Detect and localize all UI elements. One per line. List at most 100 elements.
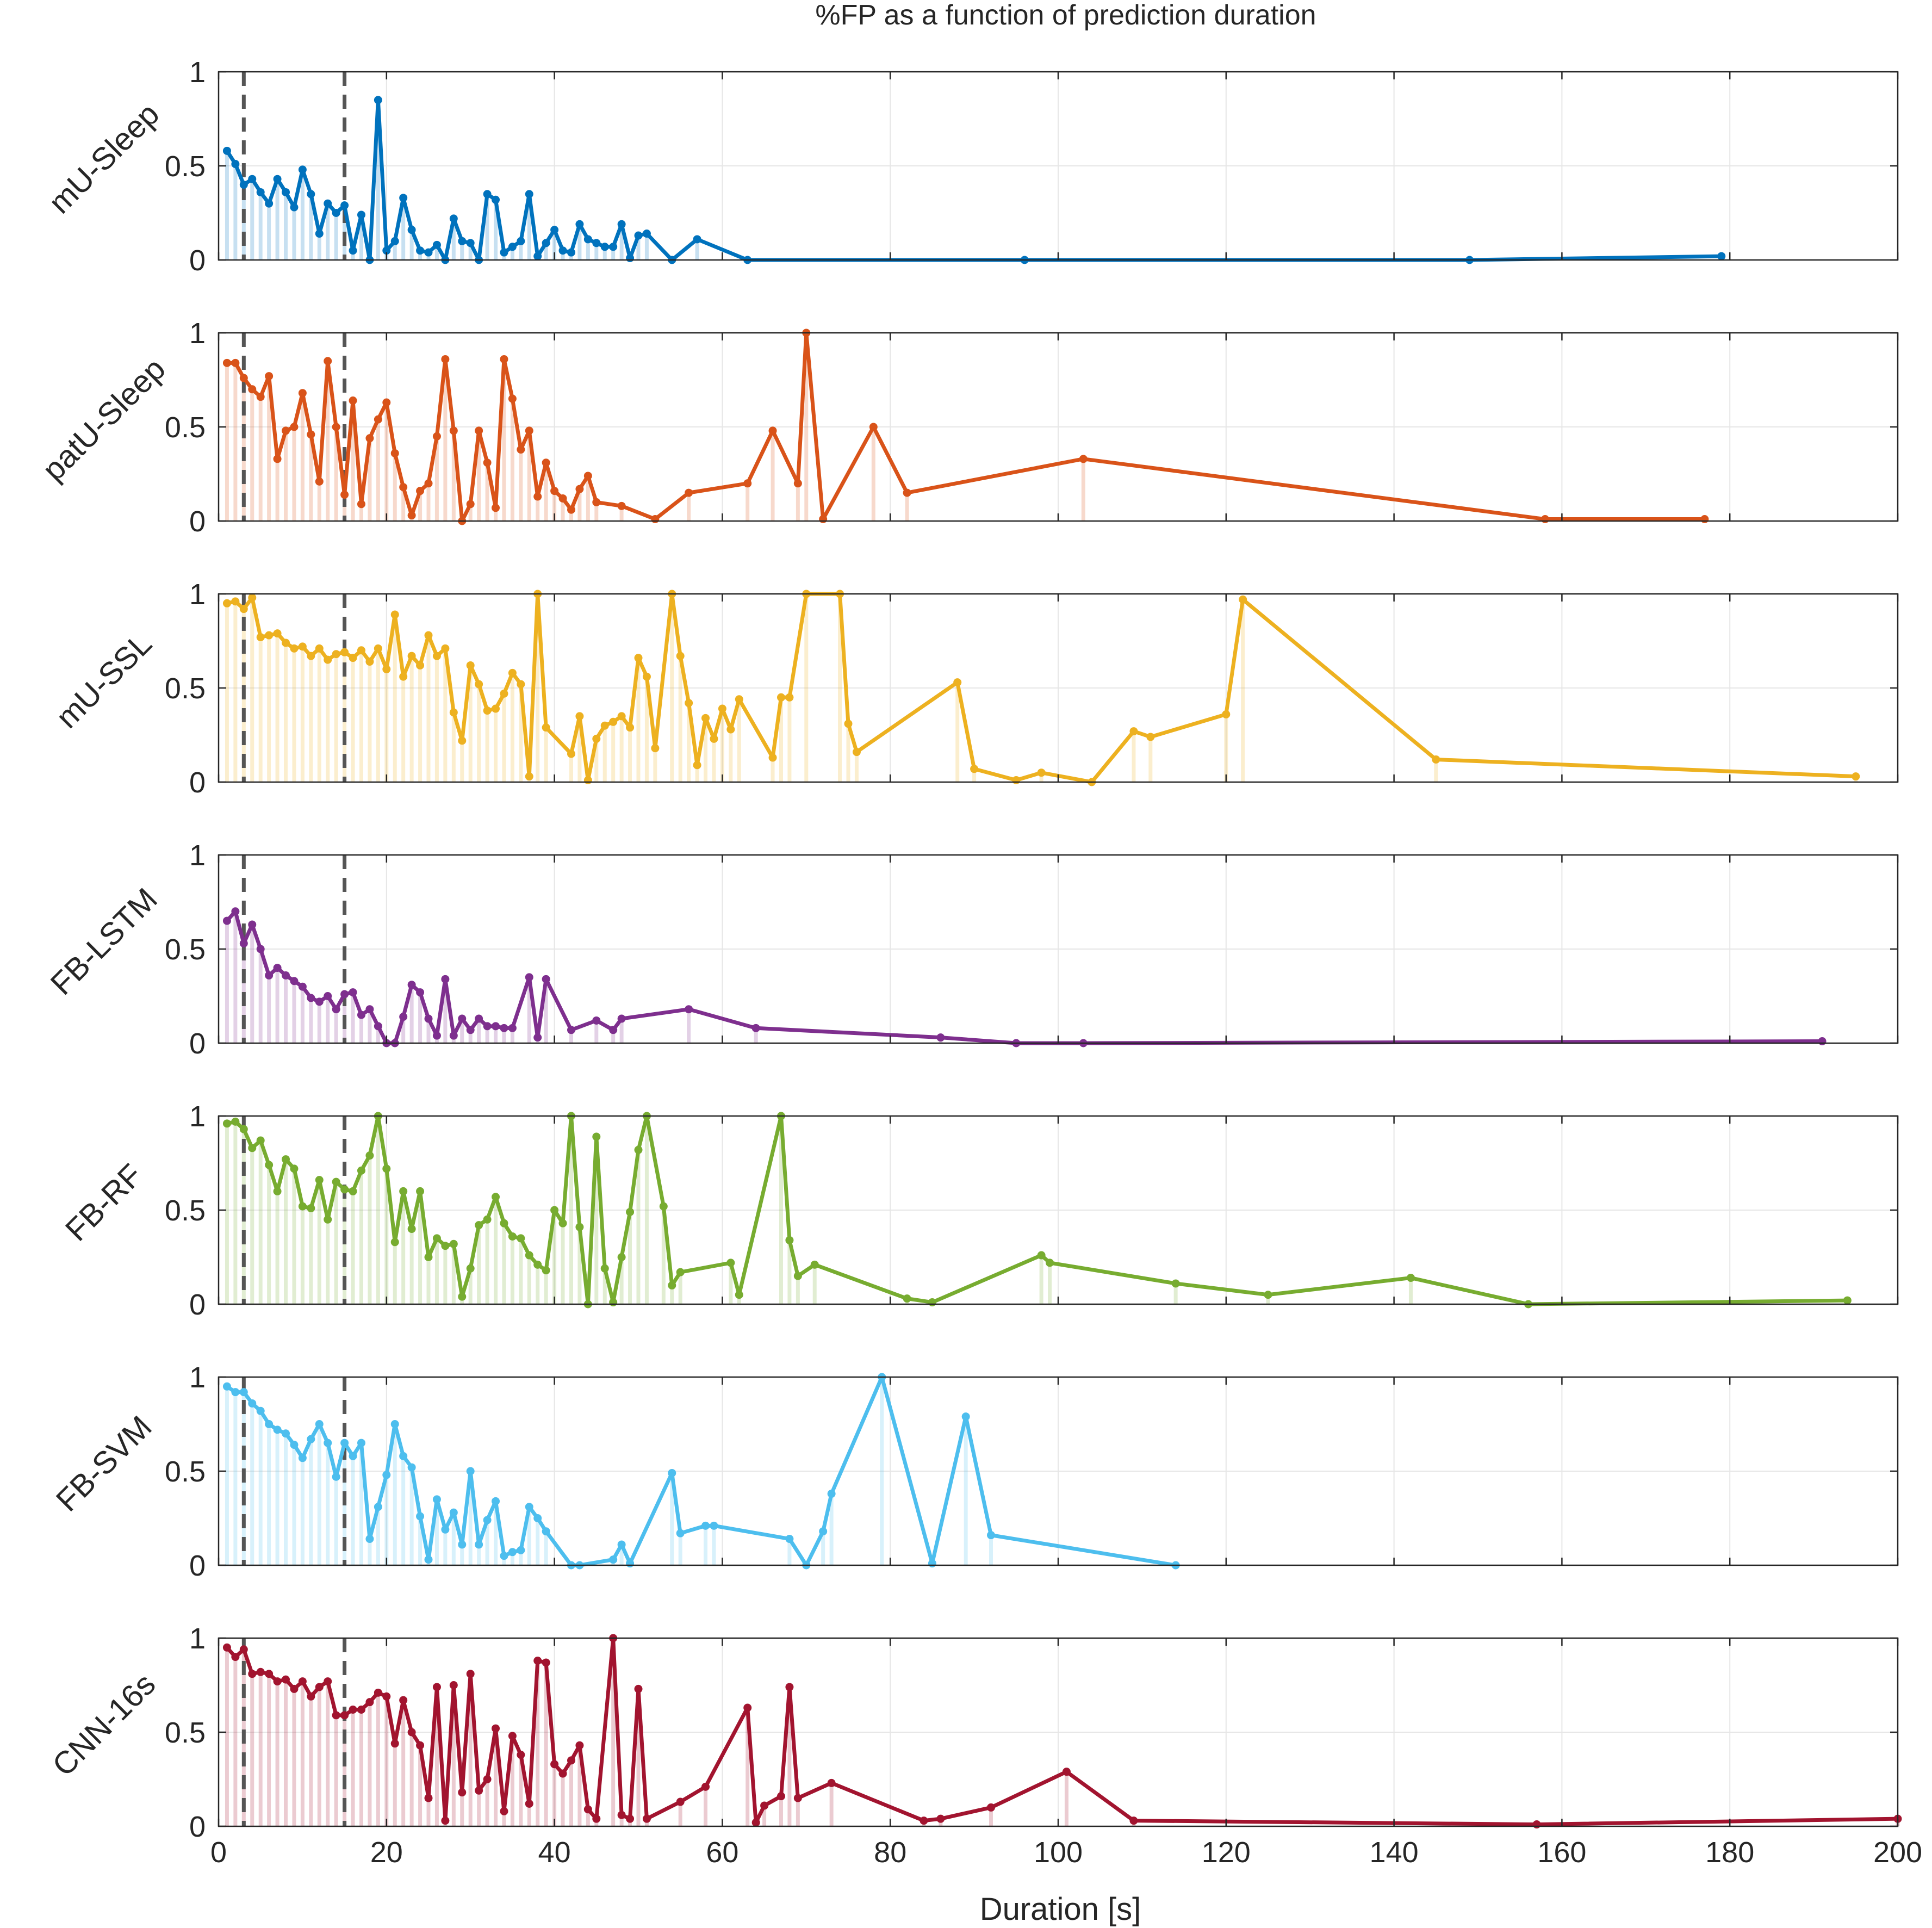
data-point xyxy=(282,638,290,647)
bar xyxy=(544,1531,548,1565)
data-point xyxy=(399,1013,408,1021)
data-point xyxy=(265,1420,274,1428)
data-point xyxy=(693,761,701,770)
bar xyxy=(309,997,313,1043)
data-point xyxy=(365,1151,374,1160)
data-point xyxy=(475,1221,483,1230)
bar xyxy=(536,594,540,782)
data-point xyxy=(1239,595,1247,604)
data-point xyxy=(793,1794,802,1802)
bar xyxy=(326,1681,330,1826)
bar xyxy=(401,487,406,521)
bar xyxy=(1081,458,1085,521)
grid xyxy=(219,594,1898,782)
data-point xyxy=(256,1406,265,1415)
data-point xyxy=(248,1399,257,1408)
bar xyxy=(376,1507,380,1565)
y-axis-label: mU-SSL xyxy=(49,626,159,735)
data-point xyxy=(273,175,282,183)
data-point xyxy=(676,1797,685,1806)
y-axis-label: patU-Sleep xyxy=(36,351,172,488)
data-point xyxy=(315,644,324,653)
bar xyxy=(510,1236,514,1304)
bar xyxy=(536,1660,540,1826)
bar xyxy=(434,1238,439,1304)
data-point xyxy=(374,1022,382,1031)
data-point xyxy=(340,491,349,499)
data-point xyxy=(483,458,492,467)
bar xyxy=(292,207,296,260)
bar xyxy=(393,615,397,782)
bar xyxy=(300,169,305,260)
bar xyxy=(704,718,708,782)
data-point xyxy=(441,1525,450,1534)
data-point xyxy=(256,633,265,642)
data-point xyxy=(1700,515,1709,524)
data-point xyxy=(332,423,340,431)
data-point xyxy=(298,642,307,651)
bar xyxy=(393,453,397,521)
bar xyxy=(351,400,355,521)
bar xyxy=(796,1798,800,1826)
bar xyxy=(384,669,389,782)
bar xyxy=(401,677,406,782)
data-point xyxy=(424,248,433,257)
data-point xyxy=(492,1497,500,1505)
data-point xyxy=(390,1739,399,1748)
data-point xyxy=(282,188,290,196)
bar xyxy=(1039,772,1043,782)
data-point xyxy=(374,1688,382,1697)
data-point xyxy=(324,1677,332,1686)
data-point xyxy=(315,1683,324,1691)
data-point xyxy=(701,1521,710,1530)
data-point xyxy=(416,1187,425,1195)
bar xyxy=(1048,1262,1052,1304)
data-point xyxy=(936,1033,945,1042)
bar xyxy=(569,1760,573,1826)
data-point xyxy=(273,455,282,463)
bar xyxy=(619,1019,624,1043)
data-point xyxy=(407,511,416,520)
data-point xyxy=(533,492,542,501)
bar xyxy=(519,1755,523,1826)
bar xyxy=(720,709,724,782)
x-tick-label: 160 xyxy=(1537,1836,1586,1869)
ticks xyxy=(218,1637,1899,1827)
bar xyxy=(619,1544,624,1565)
bar xyxy=(451,712,456,782)
data-point xyxy=(324,1439,332,1447)
bar xyxy=(636,658,641,782)
bar xyxy=(426,635,431,782)
data-point xyxy=(290,1164,299,1173)
bar xyxy=(409,984,414,1043)
bar xyxy=(611,722,616,782)
bar xyxy=(309,434,313,521)
data-point xyxy=(508,243,517,251)
data-point xyxy=(592,1814,601,1823)
data-point xyxy=(231,1388,240,1397)
data-point xyxy=(382,246,391,255)
bar xyxy=(619,506,624,521)
bar xyxy=(577,224,582,260)
data-point xyxy=(458,1540,467,1549)
bar xyxy=(477,1225,481,1304)
x-tick-label: 100 xyxy=(1034,1836,1083,1869)
y-axis-label: FB-SVM xyxy=(49,1409,159,1518)
bar xyxy=(611,246,616,260)
data-point xyxy=(265,1161,274,1169)
data-point xyxy=(390,449,399,457)
data-point xyxy=(533,1657,542,1665)
data-point xyxy=(239,1645,248,1654)
bar xyxy=(418,250,423,260)
data-point xyxy=(340,990,349,999)
data-point xyxy=(340,1439,349,1447)
data-point xyxy=(449,1239,458,1248)
bar xyxy=(359,214,363,260)
bar xyxy=(250,925,254,1043)
data-point xyxy=(567,1026,575,1034)
data-point xyxy=(273,1425,282,1434)
bar xyxy=(376,648,380,782)
bar xyxy=(368,1539,372,1565)
data-point xyxy=(1406,1274,1415,1282)
data-point xyxy=(903,1294,911,1303)
